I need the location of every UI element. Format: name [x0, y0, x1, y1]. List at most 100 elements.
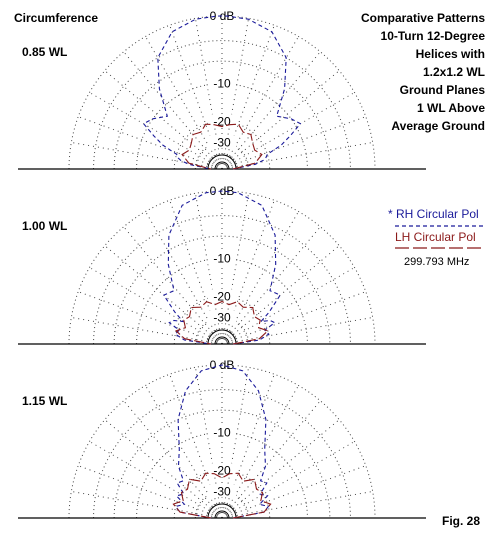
spoke-line	[89, 92, 223, 170]
title-line-3: Helices with	[416, 47, 485, 61]
center-ring	[214, 161, 230, 170]
ring-label: -10	[213, 426, 231, 440]
grid-ring	[194, 317, 250, 345]
grid-ring	[173, 120, 271, 170]
spoke-line	[123, 226, 223, 345]
spoke-line	[123, 51, 223, 170]
grid-ring	[93, 40, 351, 170]
ring-label-bg	[208, 76, 236, 90]
legend-rh-marker: *	[388, 207, 393, 221]
circumference-label: Circumference	[14, 11, 98, 25]
grid-ring	[194, 142, 250, 170]
legend: * RH Circular Pol LH Circular Pol 299.79…	[388, 207, 483, 268]
ring-label: -30	[213, 135, 231, 149]
spoke-line	[221, 316, 373, 345]
ring-label-bg	[208, 251, 236, 265]
grid-ring	[93, 215, 351, 345]
polar-panel-1: 0 dB-10-20-300.85 WL	[18, 9, 426, 170]
ring-label-bg	[208, 425, 236, 439]
lh-pattern-line	[175, 300, 269, 345]
spoke-line	[78, 116, 223, 170]
panel-label: 0.85 WL	[22, 45, 67, 59]
title-line-1: Comparative Patterns	[361, 11, 485, 25]
spoke-line	[78, 291, 223, 345]
polar-panel-2: 0 dB-10-20-301.00 WL	[18, 184, 426, 345]
grid-ring	[136, 83, 308, 170]
grid-ring	[173, 295, 271, 345]
spoke-line	[104, 419, 223, 519]
spoke-line	[221, 291, 366, 345]
panel-label: 1.00 WL	[22, 219, 67, 233]
spoke-line	[221, 92, 355, 170]
spoke-line	[221, 245, 340, 345]
grid-ring	[206, 153, 238, 170]
ring-label-bg	[208, 289, 236, 303]
spoke-line	[221, 141, 373, 170]
title-line-4: 1.2x1.2 WL	[423, 65, 485, 79]
ring-label: -20	[213, 289, 231, 303]
spoke-line	[71, 316, 223, 345]
legend-lh-label: LH Circular Pol	[395, 230, 476, 244]
center-ring	[207, 503, 237, 519]
legend-rh-label: RH Circular Pol	[396, 207, 479, 221]
panel-label: 1.15 WL	[22, 394, 67, 408]
spoke-line	[145, 36, 223, 170]
grid-ring	[173, 469, 271, 519]
center-ring	[214, 510, 230, 519]
grid-ring	[206, 328, 238, 345]
frequency-label: 299.793 MHz	[404, 256, 469, 268]
center-ring	[214, 336, 230, 345]
spoke-line	[71, 490, 223, 519]
spoke-line	[104, 245, 223, 345]
ring-label-bg	[208, 135, 236, 149]
spoke-line	[221, 267, 355, 345]
spoke-line	[221, 70, 340, 170]
lh-pattern-line	[181, 123, 263, 170]
rh-pattern-line	[174, 364, 270, 519]
spoke-line	[78, 465, 223, 519]
rh-pattern-line	[142, 15, 302, 170]
spoke-line	[221, 419, 340, 519]
center-ring	[207, 329, 237, 345]
ring-label: -10	[213, 252, 231, 266]
spoke-line	[221, 385, 299, 519]
figure-label: Fig. 28	[442, 514, 480, 528]
ring-label-bg	[208, 310, 236, 324]
ring-label: -30	[213, 310, 231, 324]
grid-ring	[136, 432, 308, 519]
ring-label: -20	[213, 463, 231, 477]
spoke-line	[221, 226, 321, 345]
spoke-line	[221, 36, 299, 170]
title-line-5: Ground Planes	[400, 83, 486, 97]
polar-panel-3: 0 dB-10-20-301.15 WL	[18, 358, 426, 519]
spoke-line	[221, 400, 321, 519]
spoke-line	[71, 141, 223, 170]
rh-pattern-line	[162, 190, 282, 345]
spoke-line	[221, 465, 366, 519]
ring-label-bg	[208, 114, 236, 128]
spoke-line	[221, 51, 321, 170]
grid-ring	[206, 502, 238, 519]
ring-label: -20	[213, 114, 231, 128]
center-ring	[207, 154, 237, 170]
grid-ring	[93, 389, 351, 519]
title-line-2: 10-Turn 12-Degree	[381, 29, 486, 43]
spoke-line	[145, 211, 223, 345]
grid-ring	[194, 491, 250, 519]
ring-label: -10	[213, 77, 231, 91]
spoke-line	[89, 441, 223, 519]
ring-label-bg	[208, 463, 236, 477]
spoke-line	[221, 211, 299, 345]
spoke-line	[221, 441, 355, 519]
ring-label-bg	[208, 484, 236, 498]
spoke-line	[221, 490, 373, 519]
title-block: Comparative Patterns 10-Turn 12-Degree H…	[361, 11, 485, 133]
title-line-7: Average Ground	[391, 119, 485, 133]
lh-pattern-line	[172, 472, 272, 519]
spoke-line	[221, 116, 366, 170]
ring-label: -30	[213, 484, 231, 498]
spoke-line	[123, 400, 223, 519]
title-line-6: 1 WL Above	[417, 101, 485, 115]
spoke-line	[89, 267, 223, 345]
